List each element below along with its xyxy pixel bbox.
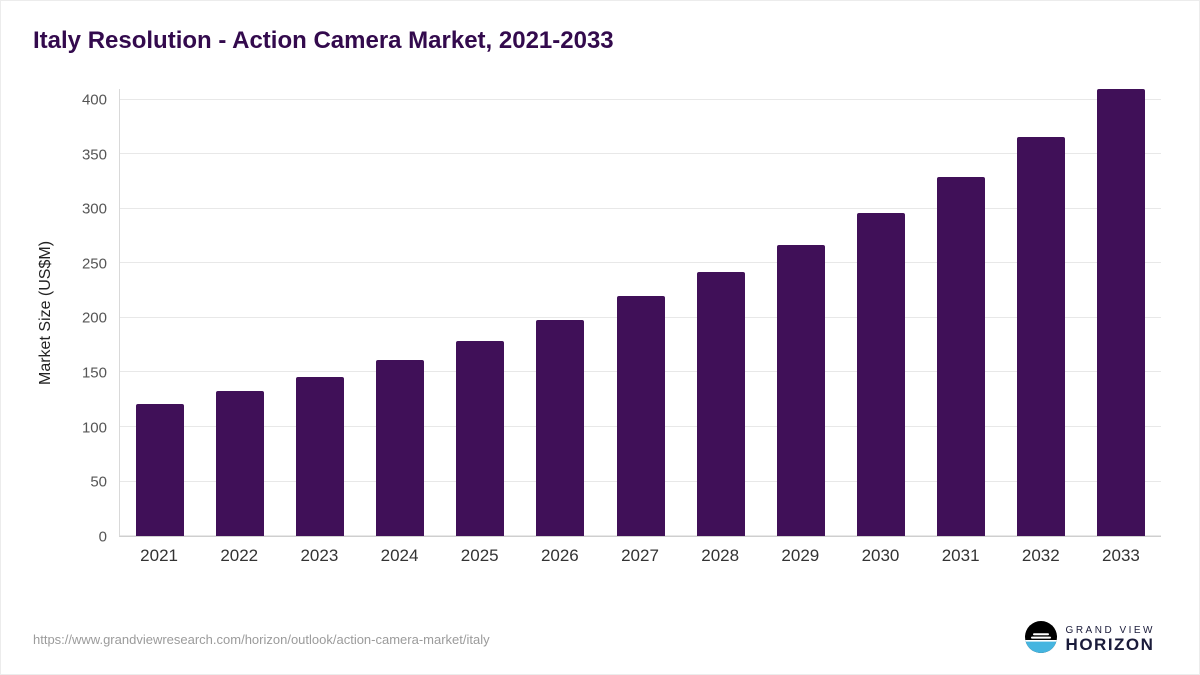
- plot-area: [119, 89, 1161, 537]
- bar-2030: [856, 213, 905, 536]
- y-tick-label: 200: [81, 309, 107, 327]
- logo-text-grand-view: GRAND VIEW: [1065, 624, 1155, 636]
- bar-column: [600, 89, 680, 536]
- x-tick-label: 2029: [781, 546, 820, 565]
- x-tick-label: 2026: [540, 546, 579, 565]
- bars: [120, 89, 1161, 536]
- x-tick-label: 2024: [380, 546, 419, 565]
- x-tick-label: 2033: [1102, 546, 1140, 565]
- horizon-logo-icon: [1024, 621, 1057, 658]
- gridline: [120, 262, 1161, 264]
- bar-column: [360, 89, 440, 536]
- bar-2029: [776, 244, 825, 536]
- y-axis-title: Market Size (US$M): [37, 240, 54, 386]
- y-tick-label: 350: [81, 146, 107, 164]
- bar-column: [280, 89, 360, 536]
- y-tick-label: 300: [81, 200, 107, 218]
- bar-2024: [376, 360, 425, 536]
- bar-2022: [216, 391, 265, 536]
- x-tick-label: 2025: [460, 546, 499, 565]
- bar-column: [120, 89, 200, 536]
- gridline: [120, 153, 1161, 155]
- y-tick-label: 0: [98, 528, 107, 546]
- bar-column: [440, 89, 520, 536]
- x-tick-label: 2028: [701, 546, 740, 565]
- chart-title: Italy Resolution - Action Camera Market,…: [33, 27, 614, 54]
- gridline: [120, 98, 1161, 100]
- footer: https://www.grandviewresearch.com/horizo…: [29, 621, 1161, 658]
- gridline: [120, 207, 1161, 209]
- logo-text: GRAND VIEW HORIZON: [1066, 625, 1155, 655]
- x-tick-label: 2031: [941, 546, 980, 565]
- bar-column: [520, 89, 600, 536]
- x-tick-label: 2032: [1021, 546, 1060, 565]
- bar-2026: [536, 320, 585, 536]
- brand-logo: GRAND VIEW HORIZON: [1024, 621, 1161, 658]
- y-tick-label: 50: [90, 473, 107, 491]
- x-tick-label: 2022: [220, 546, 259, 565]
- y-tick-label: 400: [81, 91, 107, 109]
- bar-chart: Market Size (US$M) 0 50 100 150 200 250 300 350…: [29, 89, 1161, 573]
- y-tick-label: 100: [81, 419, 107, 437]
- x-tick-label: 2021: [140, 546, 178, 565]
- bar-column: [1081, 89, 1161, 536]
- bar-2021: [136, 404, 185, 536]
- x-tick-label: 2027: [621, 546, 659, 565]
- bar-2023: [296, 376, 345, 536]
- x-tick-label: 2030: [861, 546, 900, 565]
- bar-2032: [1016, 136, 1065, 536]
- y-tick-label: 250: [81, 255, 107, 273]
- bar-column: [681, 89, 761, 536]
- x-tick-label: 2023: [300, 546, 339, 565]
- bar-column: [921, 89, 1001, 536]
- bar-2033: [1096, 89, 1145, 536]
- y-tick-label: 150: [81, 364, 107, 382]
- bar-2025: [456, 340, 505, 536]
- bar-2031: [936, 177, 985, 536]
- bar-column: [200, 89, 280, 536]
- x-axis-labels: 2021 2022 2023 2024 2025 2026 2027 2028 2029 2030…: [119, 537, 1161, 573]
- logo-text-horizon: HORIZON: [1065, 634, 1155, 654]
- source-url: https://www.grandviewresearch.com/horizo…: [33, 632, 490, 647]
- bar-2027: [616, 296, 665, 536]
- bar-column: [841, 89, 921, 536]
- bar-2028: [696, 272, 745, 536]
- bar-column: [761, 89, 841, 536]
- bar-column: [1001, 89, 1081, 536]
- y-axis-ticks: 0 50 100 150 200 250 300 350 400: [63, 89, 119, 545]
